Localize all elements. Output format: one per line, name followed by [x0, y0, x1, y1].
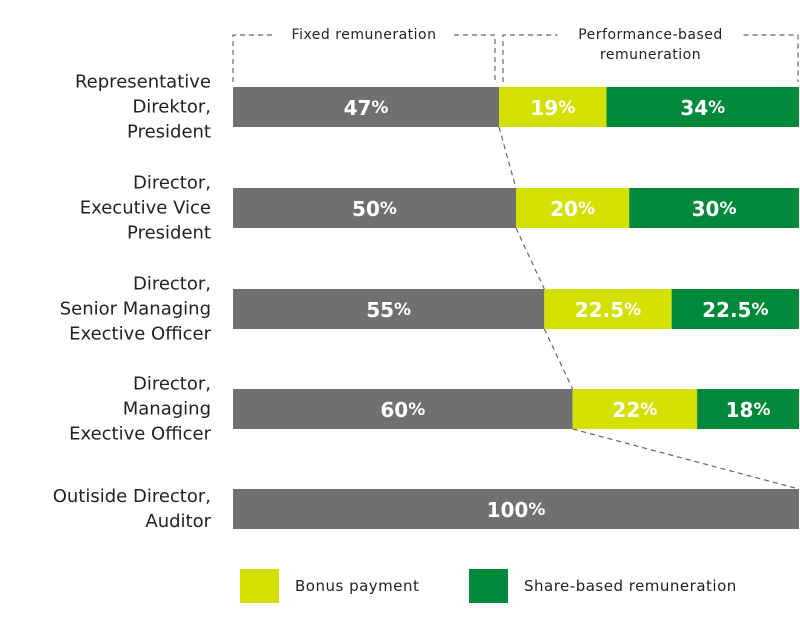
connector-line	[543, 328, 574, 390]
header-fixed-remuneration: Fixed remuneration	[292, 27, 437, 43]
bar-bonus-executive-vice-president	[516, 188, 630, 228]
legend-label-share: Share-based remuneration	[524, 577, 737, 595]
legend-swatch-share	[469, 569, 508, 603]
legend-label-bonus: Bonus payment	[295, 577, 419, 595]
bracket-fixed-right	[454, 34, 496, 82]
value-label-share-representative-director: 34%	[680, 96, 725, 120]
bar-share-managing-officer	[697, 389, 799, 429]
category-label-representative-director: Representative Direktor, President	[75, 72, 211, 143]
bar-bonus-senior-managing-officer	[544, 289, 672, 329]
bracket-performance-right	[743, 34, 799, 82]
bar-fixed-senior-managing-officer	[233, 289, 545, 329]
value-label-fixed-outside-director: 100%	[487, 498, 546, 522]
bar-fixed-representative-director	[233, 87, 500, 127]
connector-line	[572, 428, 800, 490]
bar-fixed-executive-vice-president	[233, 188, 516, 228]
value-label-share-managing-officer: 18%	[726, 398, 771, 422]
bar-bonus-managing-officer	[572, 389, 698, 429]
category-label-outside-director: Outiside Director, Auditor	[53, 486, 212, 532]
value-label-bonus-representative-director: 19%	[530, 96, 575, 120]
value-label-bonus-senior-managing-officer: 22.5%	[575, 298, 641, 322]
value-label-fixed-representative-director: 47%	[344, 96, 389, 120]
value-label-fixed-managing-officer: 60%	[380, 398, 425, 422]
bar-share-representative-director	[606, 87, 799, 127]
bracket-fixed-left	[232, 34, 275, 82]
category-label-executive-vice-president: Director, Executive Vice President	[80, 173, 211, 244]
value-label-bonus-executive-vice-president: 20%	[550, 197, 595, 221]
value-label-bonus-managing-officer: 22%	[612, 398, 657, 422]
connector-line	[515, 227, 545, 290]
value-label-share-senior-managing-officer: 22.5%	[702, 298, 768, 322]
legend: Bonus payment Share-based remuneration	[240, 569, 737, 603]
bar-fixed-outside-director	[233, 489, 799, 529]
bar-fixed-managing-officer	[233, 389, 573, 429]
legend-swatch-bonus	[240, 569, 279, 603]
value-label-fixed-executive-vice-president: 50%	[352, 197, 397, 221]
value-label-share-executive-vice-president: 30%	[692, 197, 737, 221]
header-performance-remuneration: Performance-based remuneration	[578, 27, 723, 63]
bar-bonus-representative-director	[499, 87, 607, 127]
connector-line	[498, 126, 517, 189]
category-label-managing-officer: Director, Managing Exective Officer	[69, 374, 211, 445]
bar-share-senior-managing-officer	[671, 289, 799, 329]
value-label-fixed-senior-managing-officer: 55%	[366, 298, 411, 322]
category-labels: Representative Direktor, President Director…	[53, 72, 212, 533]
bracket-performance-left	[502, 34, 558, 82]
bars: 47% 19% 34% 50% 20% 30% 55% 22.5% 22.5% 60% 22% 18%…	[233, 87, 799, 529]
category-label-senior-managing-officer: Director, Senior Managing Exective Officer	[60, 274, 212, 345]
bar-share-executive-vice-president	[629, 188, 799, 228]
group-headers: Fixed remuneration Performance-based remun…	[232, 27, 799, 82]
fixed-share-connectors	[498, 126, 800, 490]
